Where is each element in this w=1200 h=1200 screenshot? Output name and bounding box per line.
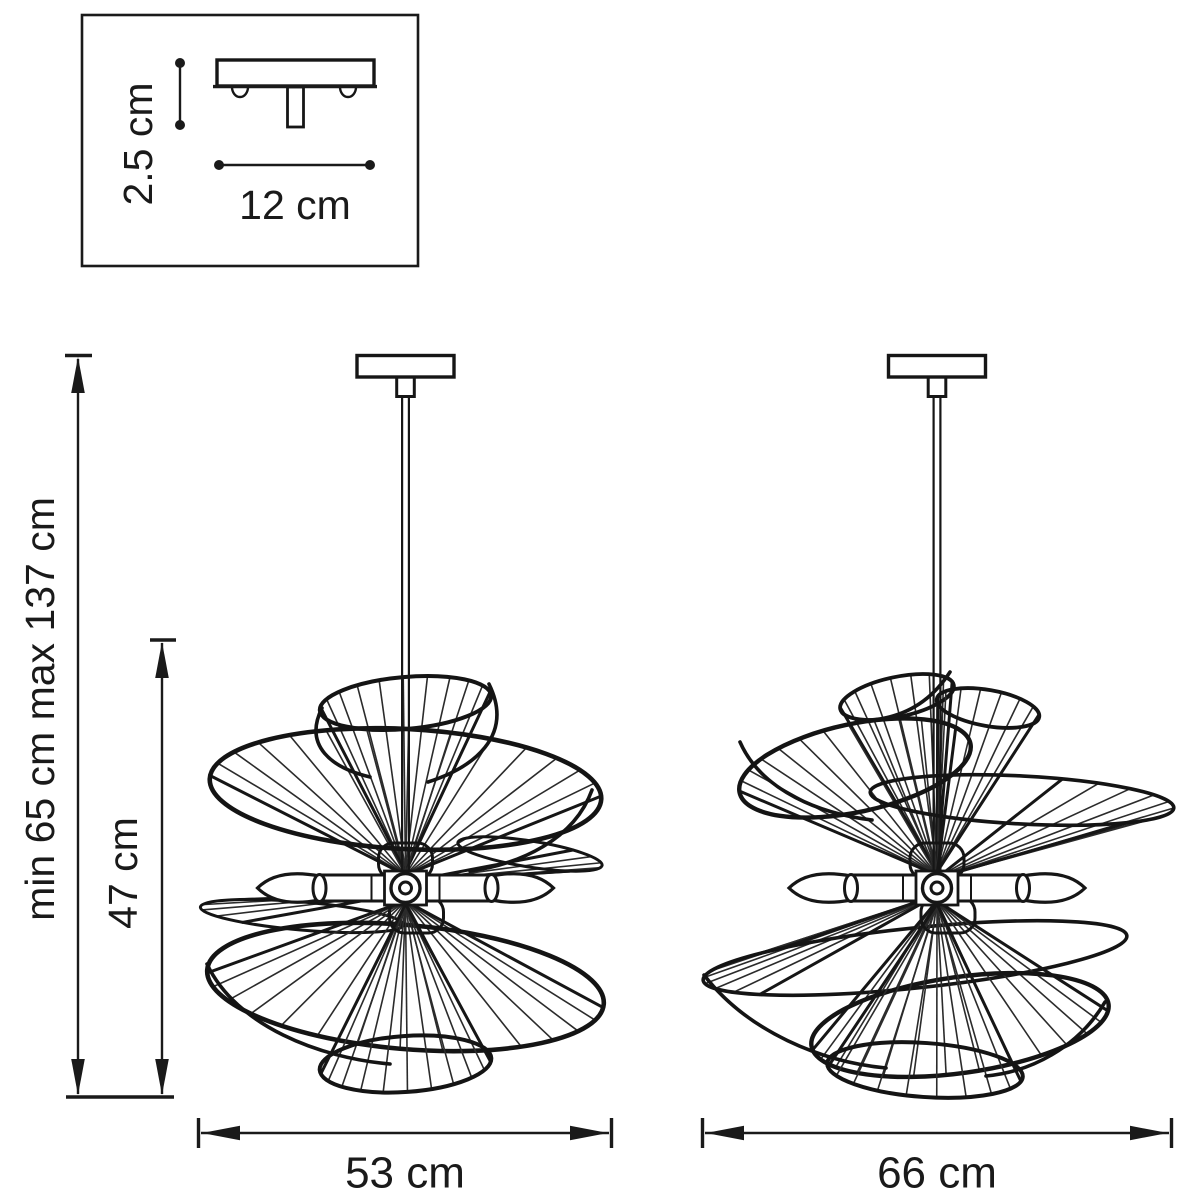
overall-height-label: min 65 cm max 137 cm [17,497,63,921]
canopy-width-dimension: 12 cm [214,160,375,228]
canopy-drawing [213,58,377,129]
mount-inset: 2.5 cm 12 cm [80,13,420,268]
canopy-height-label: 2.5 cm [115,82,161,205]
fixture-height-dimension: 47 cm [100,638,176,1095]
right-width-label: 66 cm [877,1149,997,1198]
overall-height-dimension: min 65 cm max 137 cm [17,353,174,1099]
pendant-right-drawing [701,353,1176,1100]
pendant-left-drawing [198,353,607,1095]
canopy-plate [215,58,376,88]
left-width-label: 53 cm [345,1149,465,1198]
right-width-dimension: 66 cm [700,1118,1174,1198]
inset-frame [80,13,420,268]
canopy-height-dimension: 2.5 cm [115,58,185,206]
canopy-width-label: 12 cm [239,182,351,228]
fixture-height-label: 47 cm [100,817,146,929]
left-width-dimension: 53 cm [196,1118,614,1198]
canopy-screw-right [338,86,358,99]
canopy-screw-left [230,86,250,99]
canopy-stem [286,85,305,129]
